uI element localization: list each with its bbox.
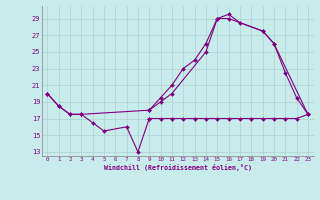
X-axis label: Windchill (Refroidissement éolien,°C): Windchill (Refroidissement éolien,°C) xyxy=(104,164,252,171)
